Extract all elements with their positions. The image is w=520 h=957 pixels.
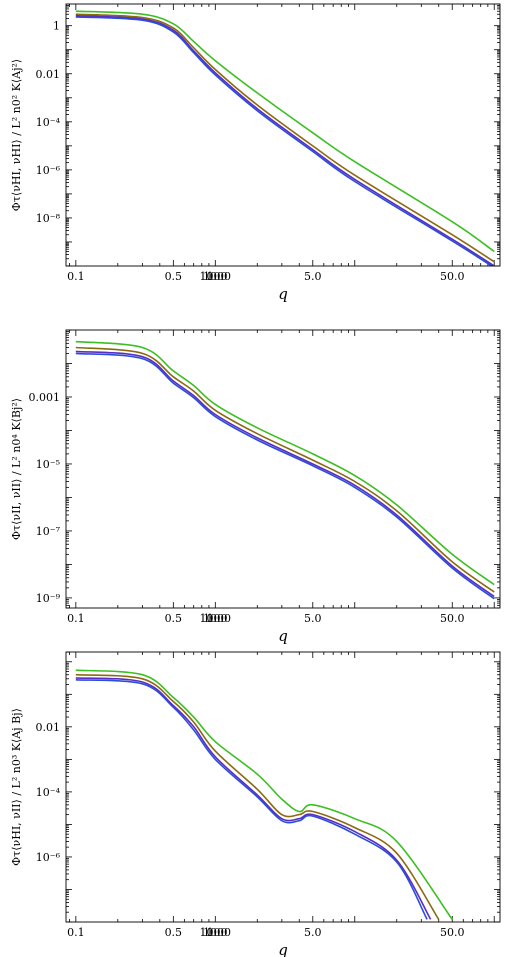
- y-tick-label: 0.01: [36, 68, 61, 81]
- y-axis-label: Φτ⟨νII, νII⟩ / L² n0⁴ K⟨Bj²⟩: [10, 398, 23, 540]
- series-line-2: [75, 13, 495, 263]
- series-line-3: [75, 14, 495, 266]
- x-tick-label: 5.0: [304, 270, 322, 283]
- y-tick-label: 10⁻⁶: [36, 164, 61, 177]
- chart-panel-2: 0.1 0.5 1.0 5.0 10.0 50.0 100.0 0.001 10⁻⁵ 10⁻⁷ 10…: [10, 329, 501, 645]
- series-line-2: [75, 673, 440, 920]
- x-tick-label: 50.0: [440, 926, 465, 939]
- x-tick-label: 50.0: [440, 612, 465, 625]
- series-line-4: [75, 679, 428, 920]
- chart-panel-3: 0.1 0.5 1.0 5.0 10.0 50.0 100.0 0.01 10⁻⁴ 10⁻⁶ q Φτ…: [10, 651, 501, 957]
- x-tick-label: 50.0: [440, 270, 465, 283]
- series-line-4: [75, 352, 495, 600]
- x-tick-label: 1.0: [207, 926, 225, 939]
- x-tick-label: 100.0: [200, 270, 232, 283]
- y-axis-label: Φτ⟨νHI, νII⟩ / L² n0³ K⟨Aj Bj⟩: [10, 708, 23, 866]
- x-axis-label: q: [278, 627, 288, 645]
- x-tick-label: 10.0: [203, 926, 228, 939]
- x-tick-label: 0.1: [67, 270, 85, 283]
- y-tick-label: 10⁻⁴: [36, 786, 61, 799]
- chart-panel-1: 0.1 0.5 1.0 5.0 10.0 50.0 100.0 1 0.01 10⁻⁴ 10⁻⁶ 10…: [10, 3, 501, 303]
- y-tick-label: 10⁻⁴: [36, 116, 61, 129]
- plot-frame: [65, 329, 501, 609]
- y-tick-label: 10⁻⁷: [36, 525, 61, 538]
- series-line-4: [75, 16, 494, 266]
- x-axis-label: q: [278, 941, 288, 957]
- y-tick-label: 0.001: [29, 391, 61, 404]
- y-tick-label: 10⁻⁵: [36, 458, 60, 471]
- y-tick-label: 0.01: [36, 721, 61, 734]
- y-axis-label: Φτ⟨νHI, νHI⟩ / L² n0² K⟨Aj²⟩: [10, 59, 23, 211]
- x-tick-label: 10.0: [203, 612, 228, 625]
- plot-frame: [65, 3, 501, 267]
- y-tick-label: 1: [53, 20, 60, 33]
- x-tick-label: 0.5: [165, 926, 183, 939]
- series-line-2: [75, 346, 495, 593]
- x-tick-label: 5.0: [304, 926, 322, 939]
- x-tick-label: 0.1: [67, 926, 85, 939]
- y-tick-label: 10⁻⁹: [36, 592, 61, 605]
- plot-frame: [65, 651, 501, 923]
- x-tick-label: 1.0: [207, 270, 225, 283]
- y-tick-label: 10⁻⁸: [36, 212, 61, 225]
- series-line-1: [75, 669, 453, 920]
- x-tick-label: 10.0: [203, 270, 228, 283]
- x-axis-label: q: [278, 285, 288, 303]
- series-line-3: [75, 350, 495, 598]
- x-tick-label: 100.0: [200, 926, 232, 939]
- x-tick-label: 100.0: [200, 612, 232, 625]
- x-tick-label: 5.0: [304, 612, 322, 625]
- series-line-3: [75, 677, 432, 920]
- x-tick-label: 1.0: [207, 612, 225, 625]
- series-line-1: [75, 340, 495, 586]
- x-tick-label: 0.5: [165, 612, 183, 625]
- series-line-1: [75, 10, 495, 253]
- x-tick-label: 0.1: [67, 612, 85, 625]
- y-tick-label: 10⁻⁶: [36, 851, 61, 864]
- x-tick-label: 0.5: [165, 270, 183, 283]
